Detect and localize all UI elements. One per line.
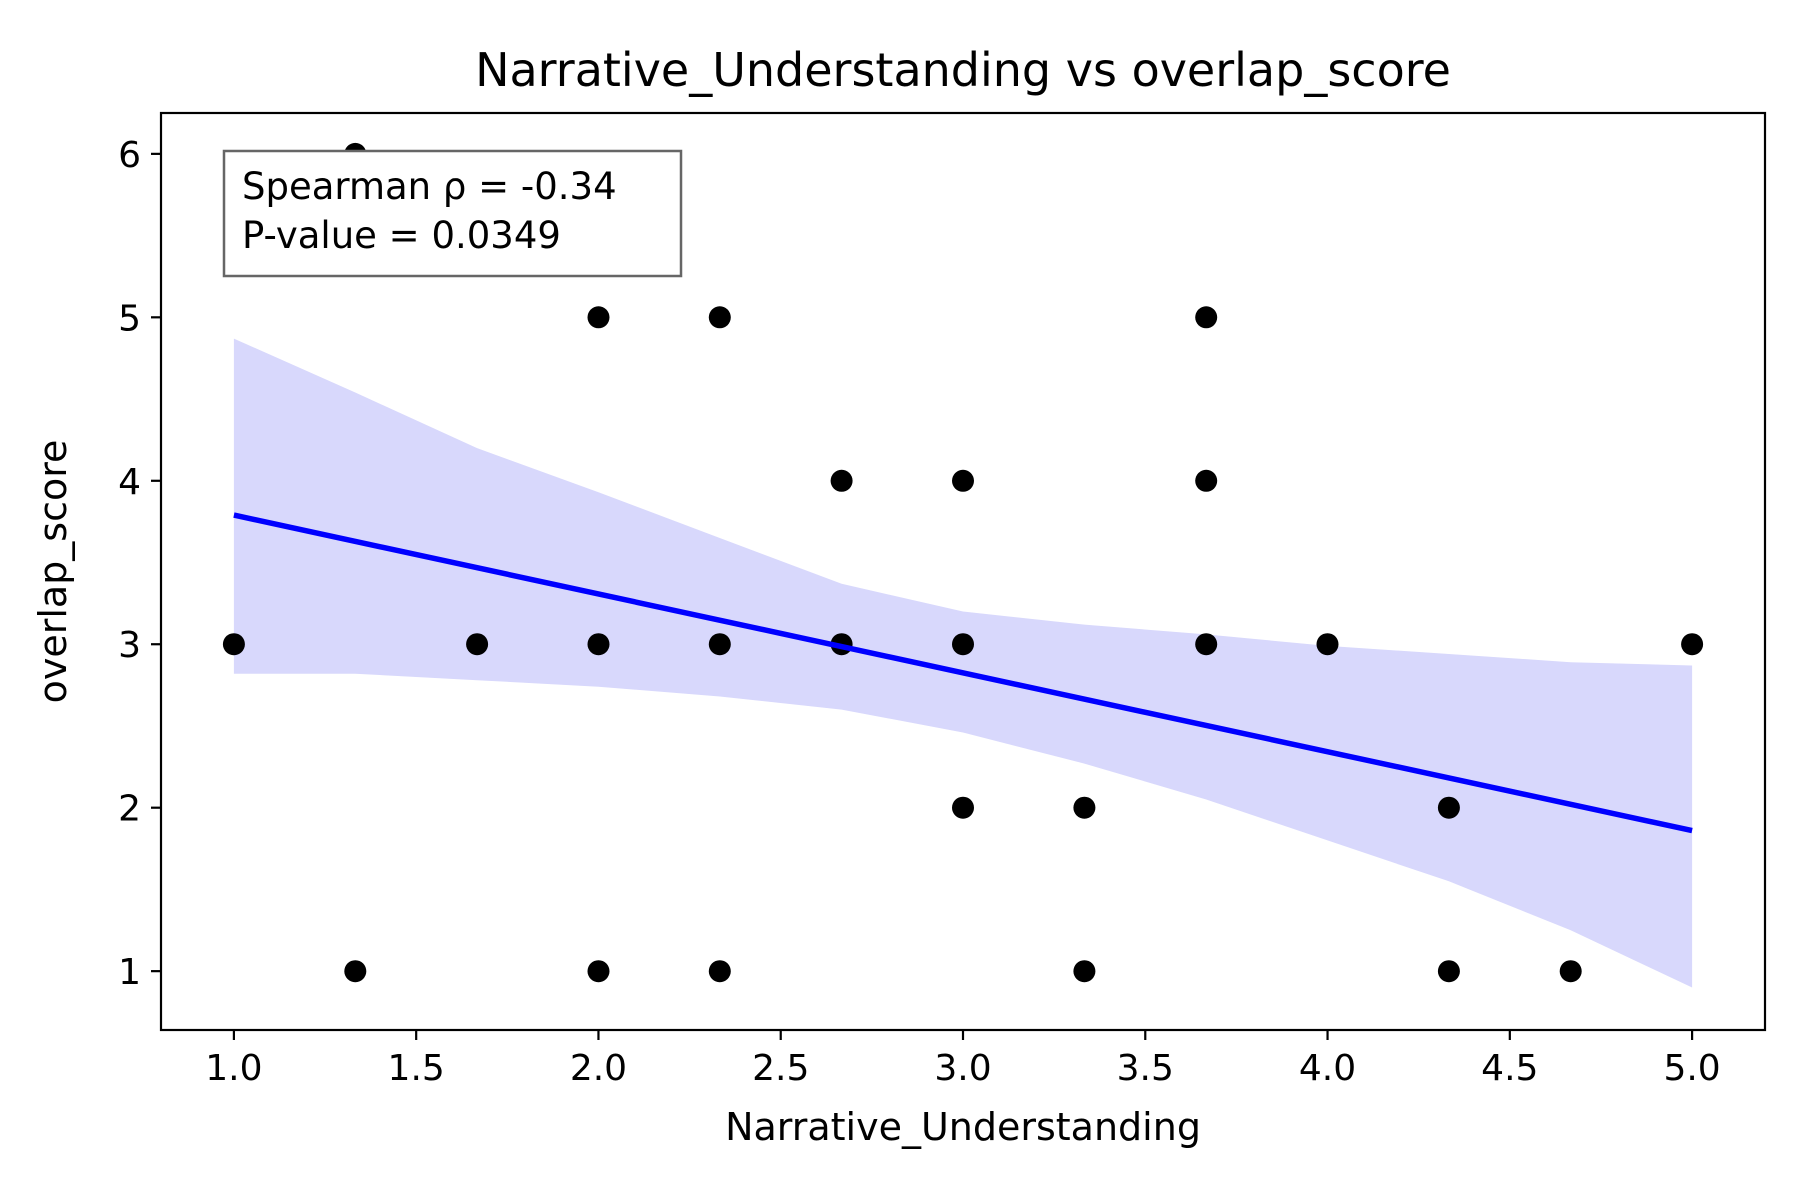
regression-line-layer: [233, 512, 1693, 834]
scatter-point: [1316, 633, 1339, 656]
scatter-point: [708, 633, 731, 656]
points-layer: [222, 142, 1704, 983]
confidence-band: [233, 338, 1693, 988]
stats-annotation-box: Spearman ρ = -0.34 P-value = 0.0349: [222, 149, 683, 278]
scatter-point: [708, 306, 731, 329]
spearman-rho-text: Spearman ρ = -0.34: [242, 165, 617, 208]
confidence-band-layer: [233, 338, 1693, 988]
x-axis: 1.0 1.5 2.0 2.5 3.0 3.5 4.0 4.5 5.0: [205, 1030, 1721, 1089]
x-tick-label: 3.5: [1117, 1048, 1174, 1089]
stats-annotation-frame: [222, 149, 683, 278]
scatter-point: [952, 796, 974, 819]
scatter-point: [1437, 796, 1460, 819]
scatter-point: [1195, 633, 1218, 656]
x-tick-label: 1.0: [205, 1048, 262, 1089]
scatter-point: [1195, 306, 1218, 329]
y-tick-label: 3: [118, 625, 141, 666]
y-tick-label: 1: [118, 952, 141, 993]
x-tick-label: 2.0: [570, 1048, 627, 1089]
scatter-point: [830, 469, 853, 492]
scatter-point: [1559, 960, 1582, 983]
y-tick-label: 5: [118, 298, 141, 339]
scatter-point: [587, 633, 610, 656]
x-axis-title: Narrative_Understanding: [725, 1105, 1201, 1149]
y-tick-label: 2: [118, 789, 141, 830]
x-tick-label: 1.5: [388, 1048, 445, 1089]
scatter-point: [952, 633, 974, 656]
regression-line: [233, 512, 1693, 834]
scatter-point: [587, 306, 610, 329]
x-tick-label: 4.5: [1481, 1048, 1538, 1089]
y-axis: 1 2 3 4 5 6: [118, 135, 161, 993]
scatter-point: [222, 633, 245, 656]
y-tick-label: 6: [118, 135, 141, 176]
p-value-text: P-value = 0.0349: [242, 214, 561, 257]
scatter-point: [1437, 960, 1460, 983]
scatter-point: [344, 960, 367, 983]
scatter-point: [587, 960, 610, 983]
y-tick-label: 4: [118, 462, 141, 503]
scatter-point: [466, 633, 489, 656]
chart-title: Narrative_Understanding vs overlap_score: [475, 43, 1451, 97]
scatter-point: [1073, 960, 1096, 983]
scatter-point: [1073, 796, 1096, 819]
scatter-point: [952, 469, 974, 492]
x-tick-label: 4.0: [1299, 1048, 1356, 1089]
scatter-point: [708, 960, 731, 983]
x-tick-label: 2.5: [752, 1048, 809, 1089]
x-tick-label: 5.0: [1663, 1048, 1720, 1089]
scatter-point: [1681, 633, 1704, 656]
x-tick-label: 3.0: [934, 1048, 991, 1089]
y-axis-title: overlap_score: [31, 440, 75, 704]
scatter-point: [1195, 469, 1218, 492]
